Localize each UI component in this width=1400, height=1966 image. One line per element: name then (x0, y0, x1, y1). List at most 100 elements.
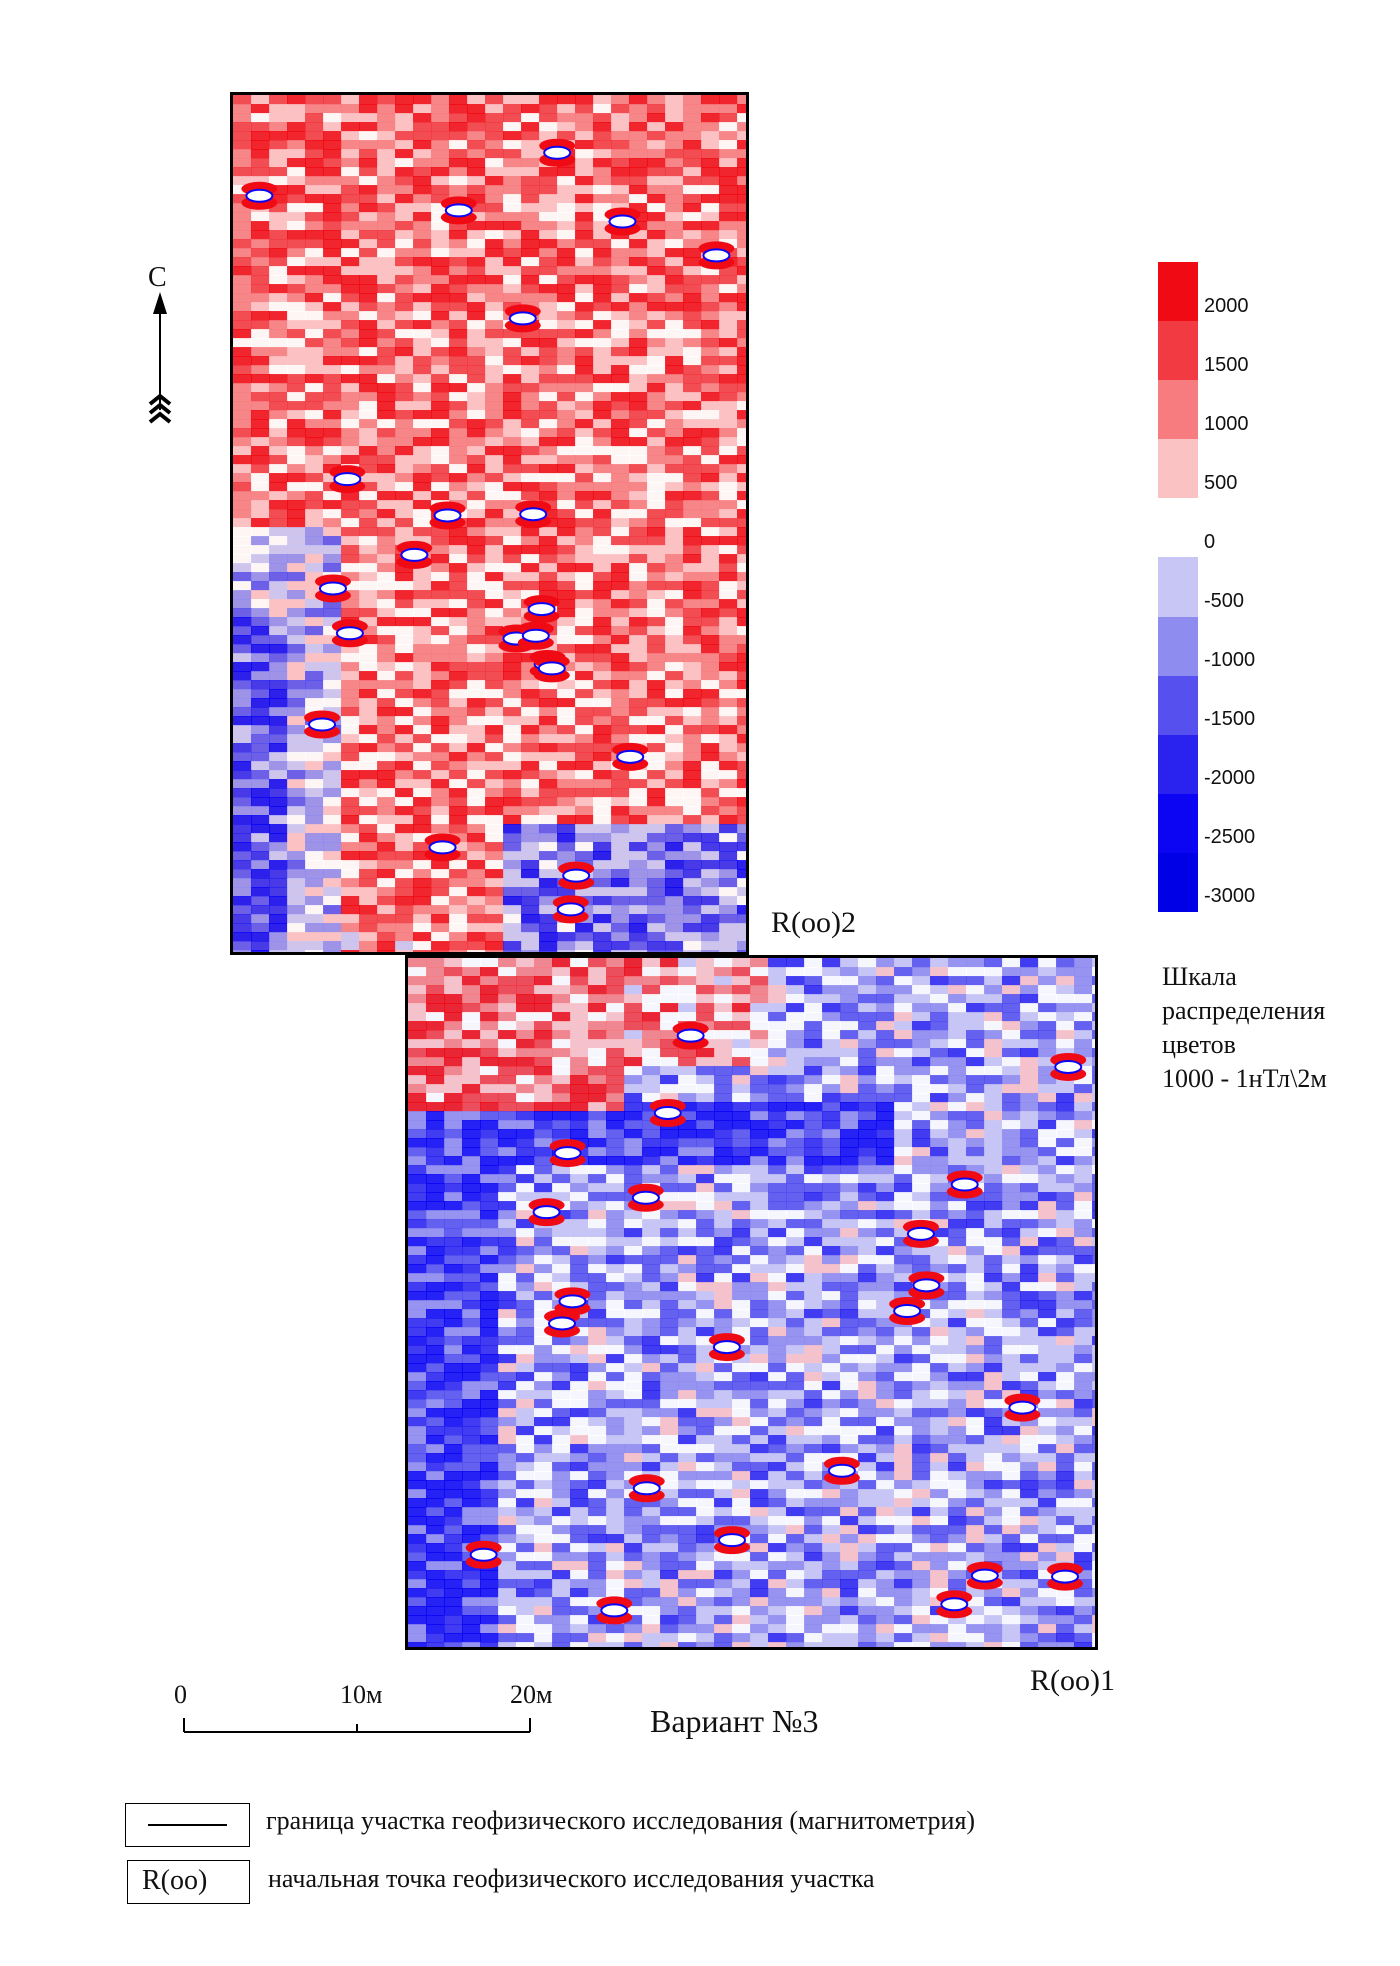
map-texture-cell (665, 464, 684, 474)
map-texture-cell (503, 95, 522, 105)
map-texture-cell (449, 878, 468, 888)
map-texture-cell (660, 1021, 679, 1031)
map-texture-cell (683, 599, 702, 609)
map-texture-cell (665, 788, 684, 798)
map-texture-cell (557, 419, 576, 429)
map-texture-cell (611, 563, 630, 573)
map-texture-cell (840, 1120, 859, 1130)
map-texture-cell (413, 518, 432, 528)
map-texture-cell (966, 1210, 985, 1220)
map-texture-cell (894, 1201, 913, 1211)
map-texture-cell (377, 932, 396, 942)
map-texture-cell (786, 1057, 805, 1067)
map-texture-cell (539, 941, 558, 951)
map-texture-cell (606, 1435, 625, 1445)
dipole-anomaly (533, 654, 570, 683)
map-texture-cell (377, 518, 396, 528)
map-texture-cell (629, 95, 648, 105)
map-texture-cell (575, 626, 594, 636)
map-texture-cell (858, 1372, 877, 1382)
map-texture-cell (467, 824, 486, 834)
map-texture-cell (557, 203, 576, 213)
map-texture-cell (701, 275, 720, 285)
map-texture-cell (786, 1444, 805, 1454)
map-texture-cell (683, 491, 702, 501)
map-texture-cell (305, 590, 324, 600)
map-texture-cell (377, 140, 396, 150)
map-texture-cell (431, 338, 450, 348)
map-texture-cell (557, 788, 576, 798)
map-texture-cell (503, 482, 522, 492)
map-texture-cell (534, 1381, 553, 1391)
map-texture-cell (444, 1345, 463, 1355)
map-texture-cell (804, 1399, 823, 1409)
map-texture-cell (611, 104, 630, 114)
map-texture-cell (966, 1345, 985, 1355)
map-texture-cell (750, 1372, 769, 1382)
map-texture-cell (1092, 1039, 1095, 1049)
map-texture-cell (1056, 1345, 1075, 1355)
map-texture-cell (719, 221, 738, 231)
map-texture-cell (588, 1048, 607, 1058)
map-texture-cell (701, 707, 720, 717)
map-texture-cell (719, 806, 738, 816)
map-texture-cell (552, 1282, 571, 1292)
map-texture-cell (323, 293, 342, 303)
map-texture-cell (683, 176, 702, 186)
map-texture-cell (377, 185, 396, 195)
map-texture-cell (701, 752, 720, 762)
map-texture-cell (485, 563, 504, 573)
map-texture-cell (570, 1048, 589, 1058)
map-texture-cell (408, 1354, 427, 1364)
map-texture-cell (480, 1327, 499, 1337)
map-texture-cell (539, 806, 558, 816)
map-texture-cell (1092, 1093, 1095, 1103)
map-texture-cell (251, 383, 270, 393)
map-texture-cell (462, 1039, 481, 1049)
map-texture-cell (233, 410, 252, 420)
map-texture-cell (534, 1327, 553, 1337)
map-texture-cell (683, 419, 702, 429)
map-texture-cell (287, 482, 306, 492)
map-texture-cell (665, 923, 684, 933)
map-texture-cell (498, 1174, 517, 1184)
dipole-anomaly (429, 501, 466, 530)
map-texture-cell (485, 122, 504, 132)
map-texture-cell (359, 212, 378, 222)
map-texture-cell (930, 1435, 949, 1445)
map-texture-cell (359, 842, 378, 852)
map-texture-cell (485, 113, 504, 123)
map-texture-cell (503, 869, 522, 879)
map-texture-cell (426, 1282, 445, 1292)
map-texture-cell (804, 1084, 823, 1094)
map-texture-cell (624, 1372, 643, 1382)
map-texture-cell (233, 491, 252, 501)
map-texture-cell (714, 1057, 733, 1067)
map-texture-cell (462, 1453, 481, 1463)
map-texture-cell (575, 500, 594, 510)
map-texture-cell (642, 1453, 661, 1463)
map-texture-cell (786, 1318, 805, 1328)
map-texture-cell (719, 878, 738, 888)
map-texture-cell (948, 1444, 967, 1454)
map-texture-cell (912, 1093, 931, 1103)
map-texture-cell (269, 752, 288, 762)
map-texture-cell (611, 482, 630, 492)
map-texture-cell (1092, 1201, 1095, 1211)
map-texture-cell (516, 1030, 535, 1040)
map-texture-cell (696, 1075, 715, 1085)
map-texture-cell (611, 581, 630, 591)
map-texture-cell (557, 554, 576, 564)
map-texture-cell (395, 113, 414, 123)
map-texture-cell (377, 851, 396, 861)
map-texture-cell (858, 1057, 877, 1067)
map-texture-cell (395, 635, 414, 645)
map-texture-cell (539, 851, 558, 861)
map-texture-cell (467, 266, 486, 276)
map-texture-cell (498, 1003, 517, 1013)
map-texture-cell (480, 1129, 499, 1139)
map-texture-cell (665, 356, 684, 366)
map-texture-cell (611, 599, 630, 609)
map-texture-cell (701, 446, 720, 456)
map-texture-cell (737, 158, 746, 168)
